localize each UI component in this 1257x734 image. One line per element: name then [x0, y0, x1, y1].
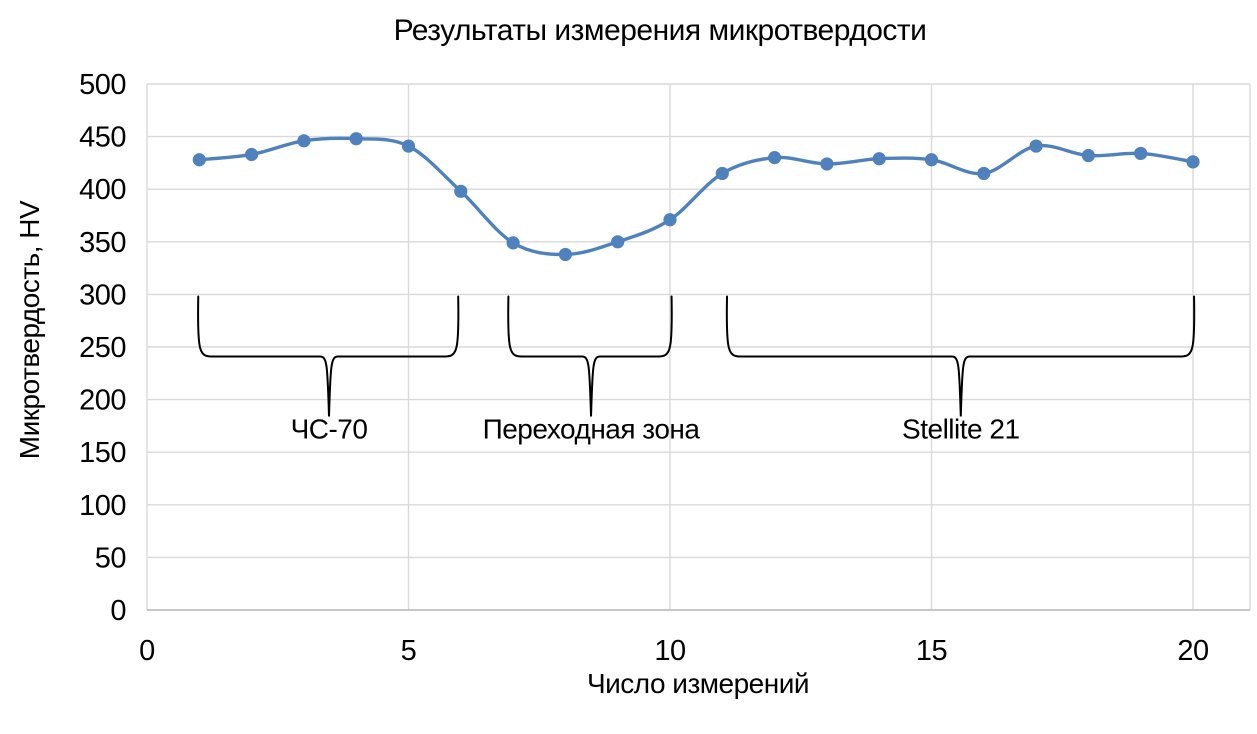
y-tick-label: 100 — [79, 490, 126, 522]
y-tick-label: 0 — [110, 595, 126, 627]
zone-annotations: ЧС-70 Переходная зона Stellite 21 — [197, 295, 1196, 445]
zone-label: Stellite 21 — [902, 414, 1019, 445]
zone-label: Переходная зона — [483, 414, 701, 445]
data-point-marker — [1081, 148, 1095, 163]
y-tick-label: 150 — [79, 437, 126, 469]
data-point-marker — [297, 134, 311, 148]
data-point-marker — [768, 151, 782, 165]
x-tick-label: 10 — [654, 635, 685, 667]
data-point-marker — [663, 213, 677, 227]
x-tick-label: 15 — [916, 635, 947, 667]
data-point-marker — [977, 166, 991, 181]
series-markers — [192, 132, 1200, 262]
zone-brace — [725, 295, 1196, 417]
x-tick-label: 5 — [401, 635, 417, 667]
y-tick-label: 300 — [79, 279, 126, 311]
y-tick-label: 350 — [79, 227, 126, 259]
x-tick-label: 20 — [1177, 635, 1208, 667]
data-point-marker — [924, 153, 939, 167]
x-tick-labels: 0 5 10 15 20 — [139, 635, 1209, 667]
y-axis-title: Микротвердость, HV — [14, 200, 45, 460]
y-tick-label: 200 — [79, 385, 126, 417]
gridlines — [146, 83, 1251, 611]
data-point-marker — [820, 157, 834, 171]
data-point-marker — [192, 153, 206, 167]
data-point-marker — [349, 132, 363, 146]
zone-brace — [197, 295, 460, 417]
chart-title: Результаты измерения микротвердости — [393, 14, 927, 47]
data-point-marker — [1134, 146, 1148, 161]
data-point-marker — [872, 152, 886, 166]
y-tick-label: 450 — [79, 122, 126, 154]
data-point-marker — [454, 184, 468, 198]
y-tick-label: 500 — [79, 69, 126, 101]
y-tick-labels: 0 50 100 150 200 250 300 350 400 450 500 — [79, 69, 126, 627]
data-point-marker — [245, 147, 259, 162]
series-line — [197, 136, 1195, 257]
data-point-marker — [1029, 139, 1043, 153]
data-point-marker — [506, 236, 520, 250]
data-point-marker — [1186, 155, 1200, 169]
data-point-marker — [401, 139, 416, 153]
data-point-marker — [558, 247, 573, 262]
x-axis-title: Число измерений — [587, 668, 810, 699]
data-point-marker — [611, 235, 625, 249]
x-tick-label: 0 — [139, 635, 155, 667]
zone-brace — [507, 295, 673, 417]
zone-label: ЧС-70 — [291, 414, 368, 445]
y-tick-label: 400 — [79, 174, 126, 206]
data-point-marker — [715, 166, 729, 181]
y-tick-label: 50 — [95, 542, 126, 574]
y-tick-label: 250 — [79, 332, 126, 364]
